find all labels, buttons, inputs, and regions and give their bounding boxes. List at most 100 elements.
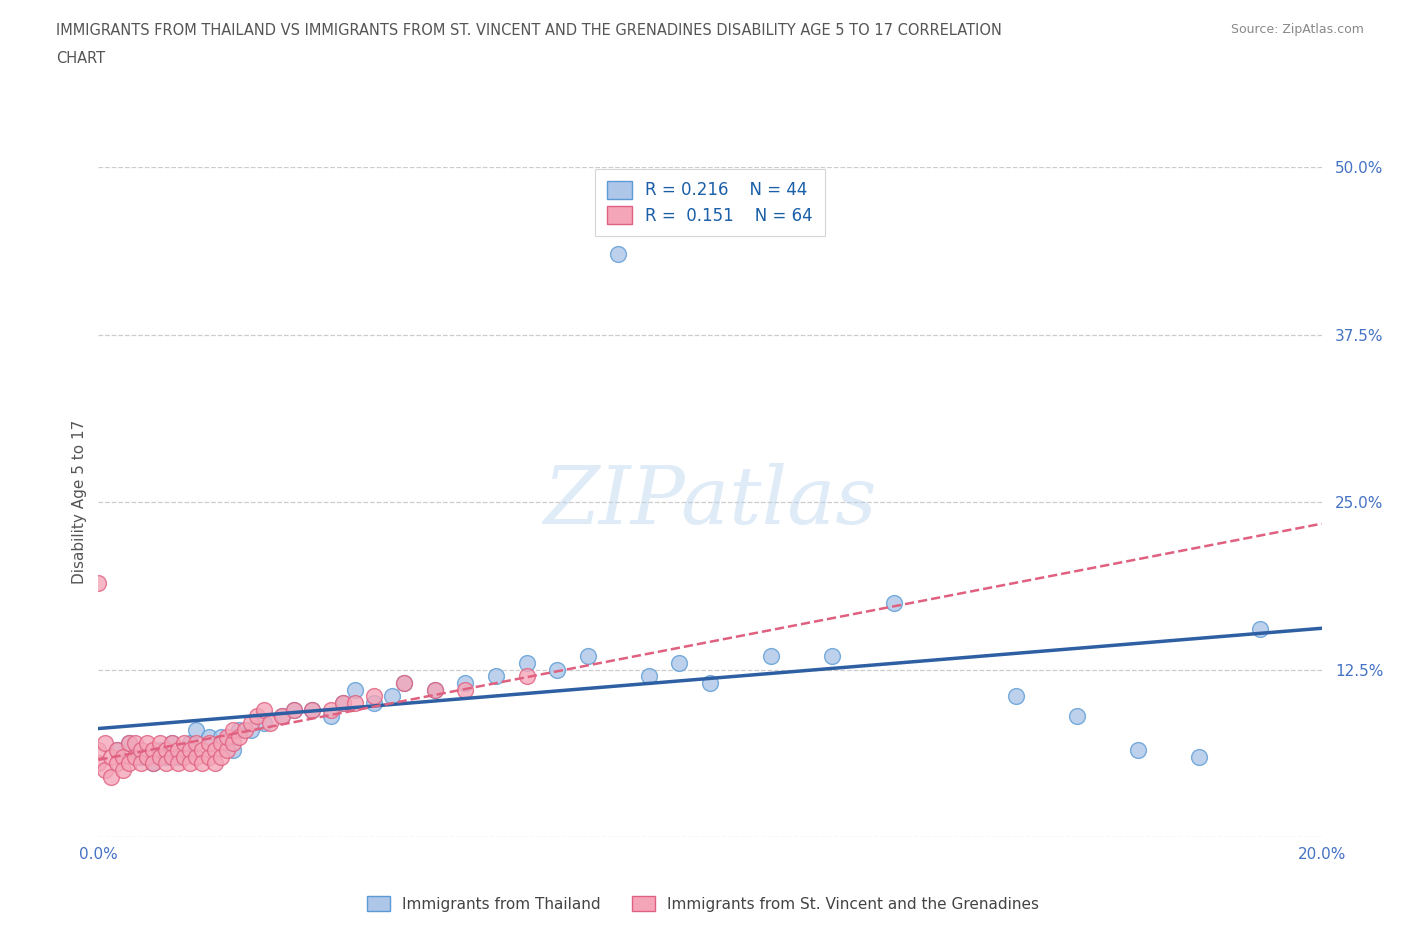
Point: [124, 750, 146, 764]
Point: [344, 683, 367, 698]
Point: [222, 723, 245, 737]
Point: [283, 702, 305, 717]
Point: [209, 736, 232, 751]
Point: [363, 689, 385, 704]
Point: [252, 702, 274, 717]
Point: [233, 723, 256, 737]
Point: [124, 736, 146, 751]
Point: [160, 736, 183, 751]
Point: [167, 750, 190, 764]
Point: [392, 675, 416, 690]
Point: [259, 716, 281, 731]
Point: [173, 736, 195, 751]
Point: [576, 649, 599, 664]
Point: [344, 696, 367, 711]
Point: [179, 756, 201, 771]
Point: [186, 750, 208, 764]
Point: [204, 756, 226, 771]
Point: [319, 702, 342, 717]
Point: [1188, 750, 1211, 764]
Point: [332, 696, 354, 711]
Point: [222, 736, 245, 751]
Point: [179, 742, 201, 757]
Point: [301, 702, 323, 717]
Point: [191, 742, 214, 757]
Point: [637, 669, 661, 684]
Point: [173, 750, 195, 764]
Point: [454, 675, 477, 690]
Point: [118, 736, 141, 751]
Point: [191, 756, 214, 771]
Point: [118, 756, 141, 771]
Point: [363, 696, 385, 711]
Point: [516, 669, 538, 684]
Point: [149, 742, 172, 757]
Point: [240, 723, 263, 737]
Legend: R = 0.216    N = 44, R =  0.151    N = 64: R = 0.216 N = 44, R = 0.151 N = 64: [595, 169, 825, 236]
Point: [93, 736, 115, 751]
Text: CHART: CHART: [56, 51, 105, 66]
Point: [215, 742, 238, 757]
Point: [246, 709, 269, 724]
Point: [1004, 689, 1026, 704]
Point: [270, 709, 292, 724]
Point: [167, 756, 190, 771]
Point: [129, 750, 152, 764]
Point: [759, 649, 782, 664]
Point: [129, 756, 152, 771]
Point: [332, 696, 354, 711]
Y-axis label: Disability Age 5 to 17: Disability Age 5 to 17: [72, 420, 87, 584]
Text: IMMIGRANTS FROM THAILAND VS IMMIGRANTS FROM ST. VINCENT AND THE GRENADINES DISAB: IMMIGRANTS FROM THAILAND VS IMMIGRANTS F…: [56, 23, 1002, 38]
Point: [155, 756, 177, 771]
Point: [546, 662, 568, 677]
Point: [87, 742, 110, 757]
Point: [607, 247, 630, 262]
Point: [167, 742, 190, 757]
Point: [160, 750, 183, 764]
Point: [699, 675, 721, 690]
Point: [186, 736, 208, 751]
Point: [197, 736, 219, 751]
Point: [222, 742, 245, 757]
Point: [111, 750, 134, 764]
Point: [485, 669, 508, 684]
Point: [252, 716, 274, 731]
Point: [149, 736, 172, 751]
Point: [516, 656, 538, 671]
Point: [179, 736, 201, 751]
Point: [1066, 709, 1088, 724]
Point: [209, 729, 232, 744]
Point: [821, 649, 844, 664]
Point: [283, 702, 305, 717]
Point: [155, 750, 177, 764]
Point: [1249, 622, 1271, 637]
Point: [319, 709, 342, 724]
Point: [136, 736, 159, 751]
Point: [142, 756, 165, 771]
Point: [149, 750, 172, 764]
Point: [301, 702, 323, 717]
Point: [215, 729, 238, 744]
Legend: Immigrants from Thailand, Immigrants from St. Vincent and the Grenadines: Immigrants from Thailand, Immigrants fro…: [361, 889, 1045, 918]
Point: [105, 756, 128, 771]
Point: [454, 683, 477, 698]
Point: [129, 742, 152, 757]
Point: [197, 729, 219, 744]
Point: [142, 742, 165, 757]
Point: [423, 683, 446, 698]
Point: [270, 709, 292, 724]
Point: [668, 656, 690, 671]
Point: [100, 750, 122, 764]
Point: [392, 675, 416, 690]
Text: ZIPatlas: ZIPatlas: [543, 463, 877, 541]
Text: Source: ZipAtlas.com: Source: ZipAtlas.com: [1230, 23, 1364, 36]
Point: [1128, 742, 1150, 757]
Point: [173, 742, 195, 757]
Point: [142, 756, 165, 771]
Point: [883, 595, 905, 610]
Point: [209, 750, 232, 764]
Point: [228, 723, 250, 737]
Point: [136, 750, 159, 764]
Point: [87, 575, 110, 590]
Point: [228, 729, 250, 744]
